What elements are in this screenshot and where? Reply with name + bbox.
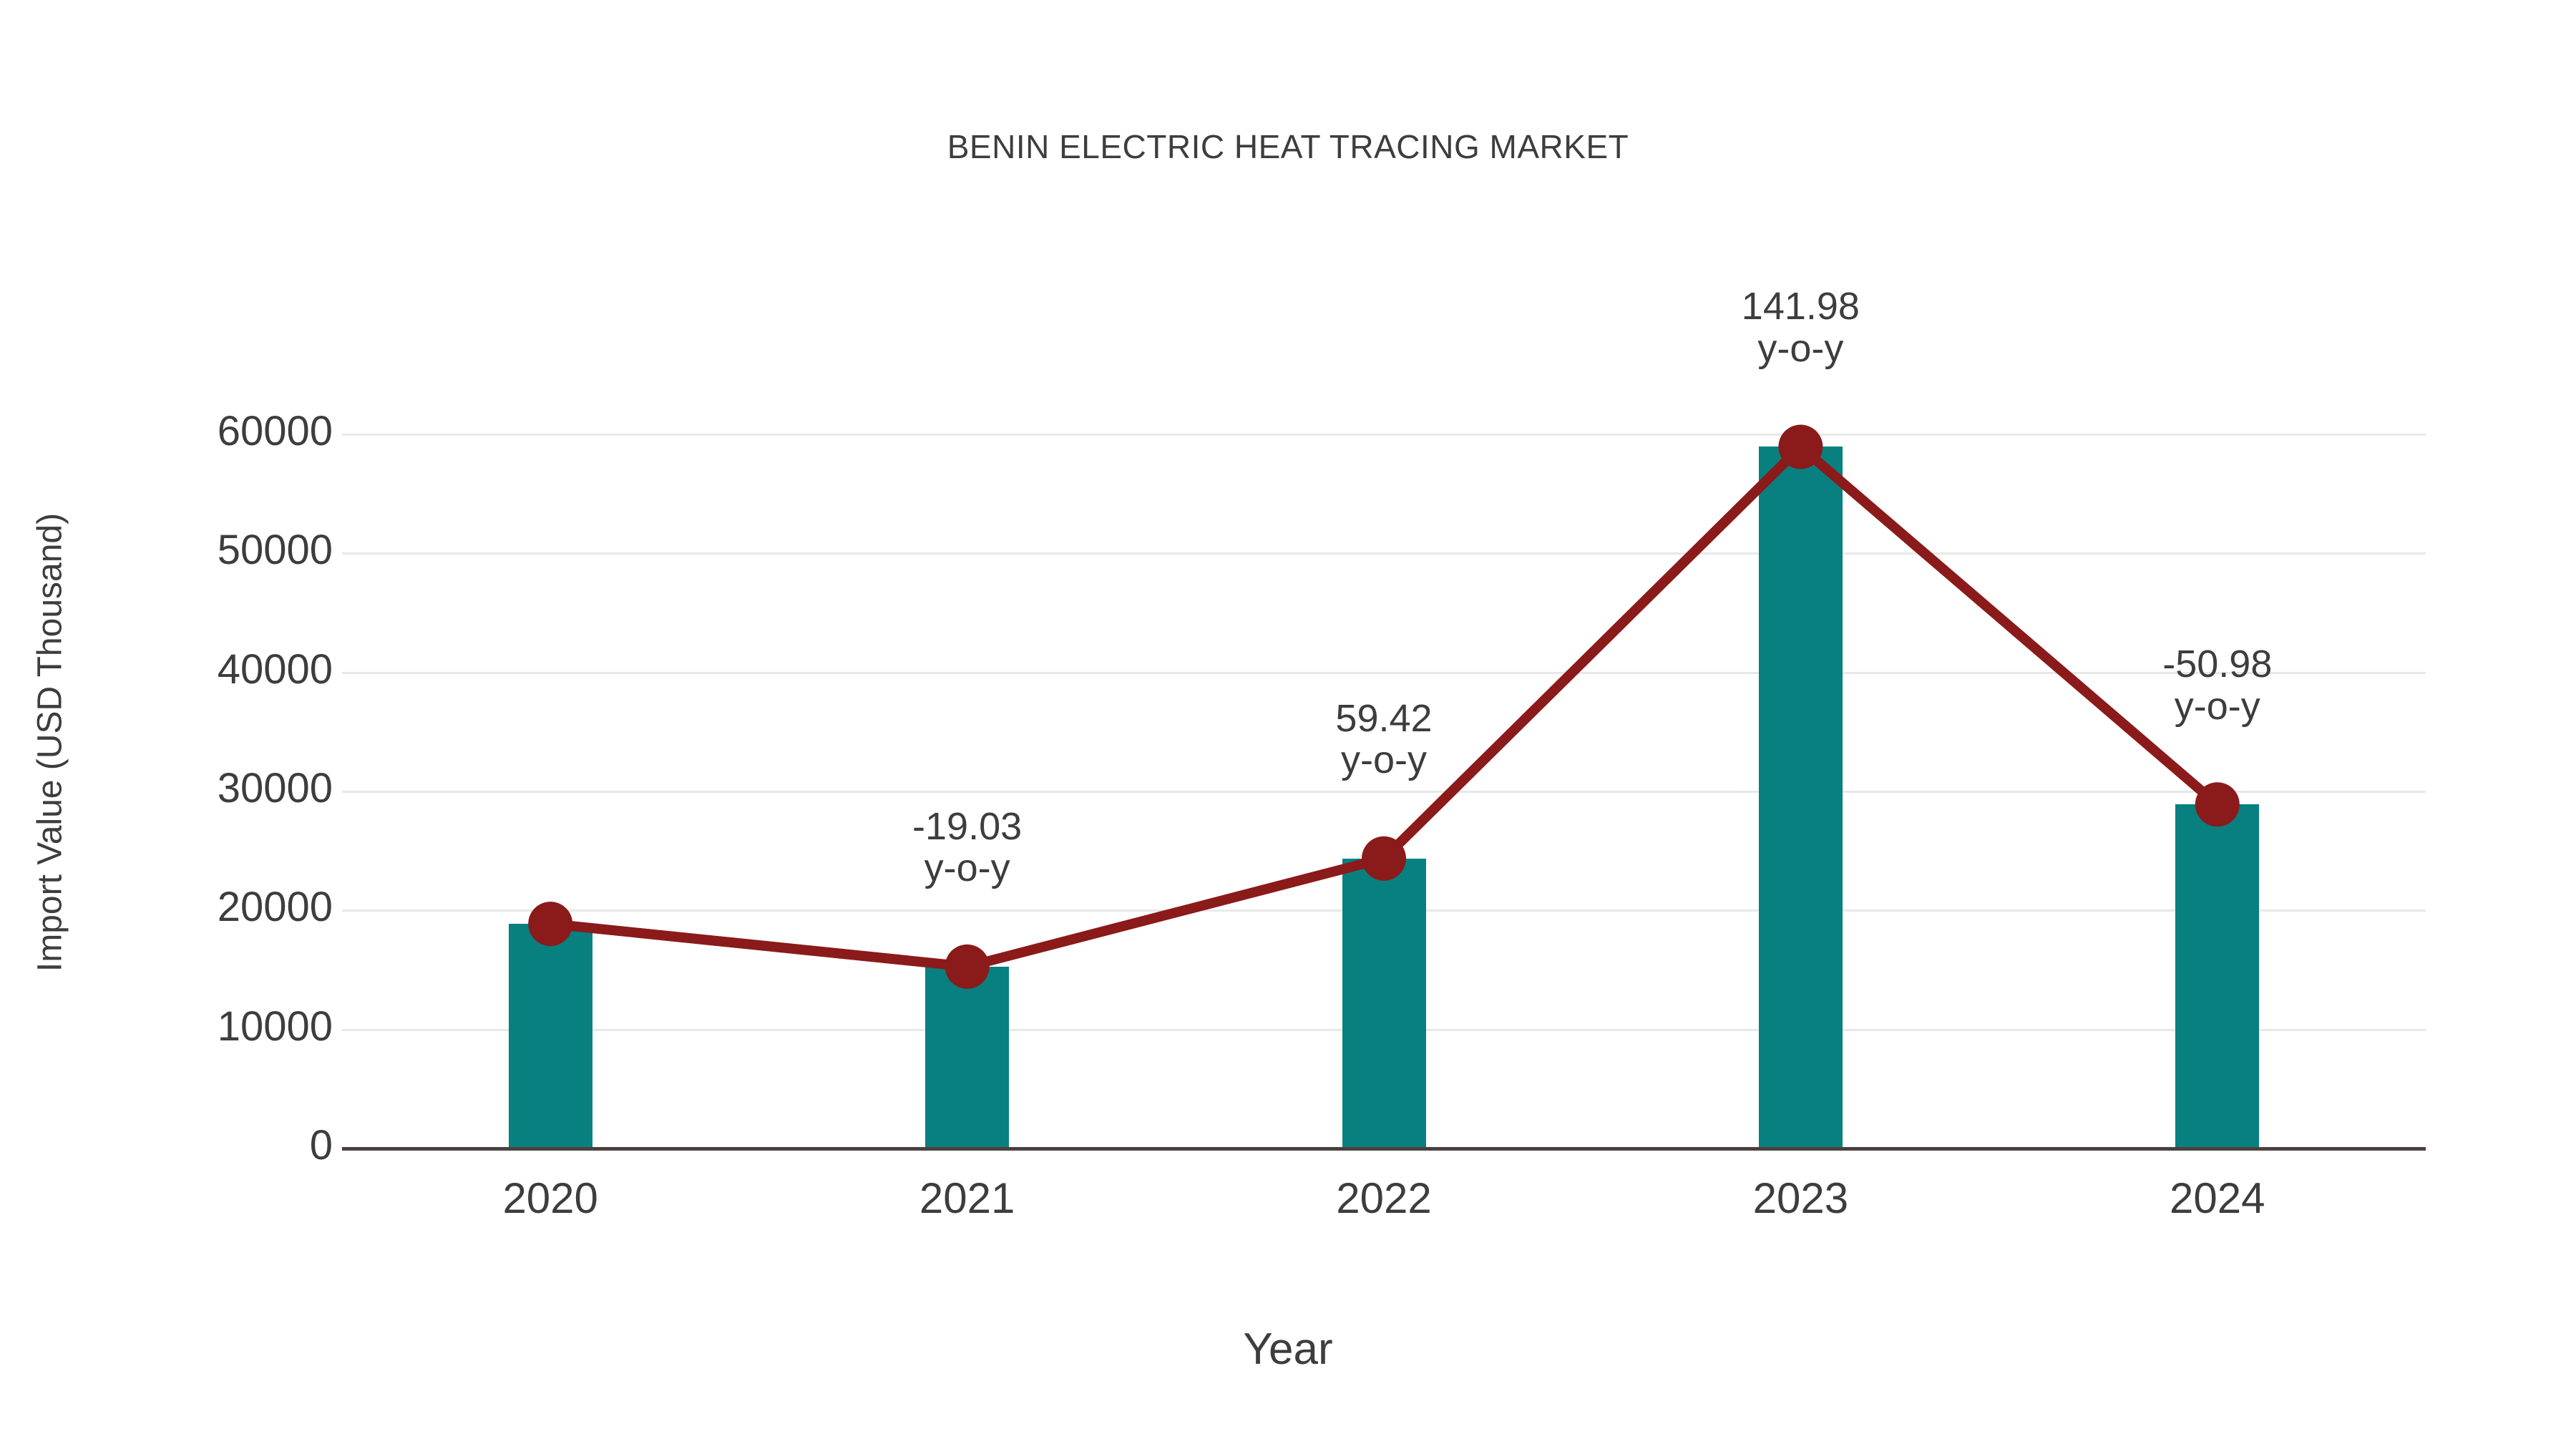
x-axis-title: Year [1243,1324,1333,1374]
x-tick-label: 2023 [1752,1174,1849,1222]
gridline [342,434,2426,436]
x-tick-label: 2022 [1336,1174,1432,1222]
data-label-suffix: y-o-y [1757,326,1844,370]
bar [925,966,1010,1148]
y-tick-label: 10000 [217,1002,333,1050]
data-label-value: -50.98 [2162,643,2273,686]
bar [2175,804,2260,1148]
data-label-value: -19.03 [912,804,1023,848]
x-tick-label: 2021 [919,1174,1015,1222]
data-label-value: 141.98 [1741,285,1860,328]
x-tick-label: 2024 [2170,1174,2265,1222]
y-tick-label: 40000 [217,645,333,693]
bar [1758,447,1843,1148]
gridline [342,791,2426,793]
data-label-suffix: y-o-y [1341,738,1427,782]
x-tick-label: 2020 [502,1174,598,1222]
data-label-value: 59.42 [1335,696,1433,740]
y-tick-label: 30000 [217,765,333,811]
y-axis-title: Import Value (USD Thousand) [31,512,69,972]
data-label: 59.42 y-o-y [1219,696,1548,782]
data-label: -19.03 y-o-y [803,806,1132,889]
chart-title: BENIN ELECTRIC HEAT TRACING MARKET [947,128,1629,165]
data-label: -50.98 y-o-y [2053,643,2382,727]
y-tick-label: 20000 [217,884,333,931]
x-axis-line [342,1147,2426,1151]
plot-area [342,434,2426,1148]
y-tick-label: 60000 [217,408,333,454]
y-tick-label: 0 [309,1122,333,1169]
data-label-suffix: y-o-y [2174,684,2260,728]
bar [1342,858,1426,1148]
data-label: 141.98 y-o-y [1636,286,1965,369]
gridline [342,552,2426,555]
y-tick-label: 50000 [217,527,333,574]
data-label-suffix: y-o-y [924,847,1010,890]
bar [508,924,592,1148]
